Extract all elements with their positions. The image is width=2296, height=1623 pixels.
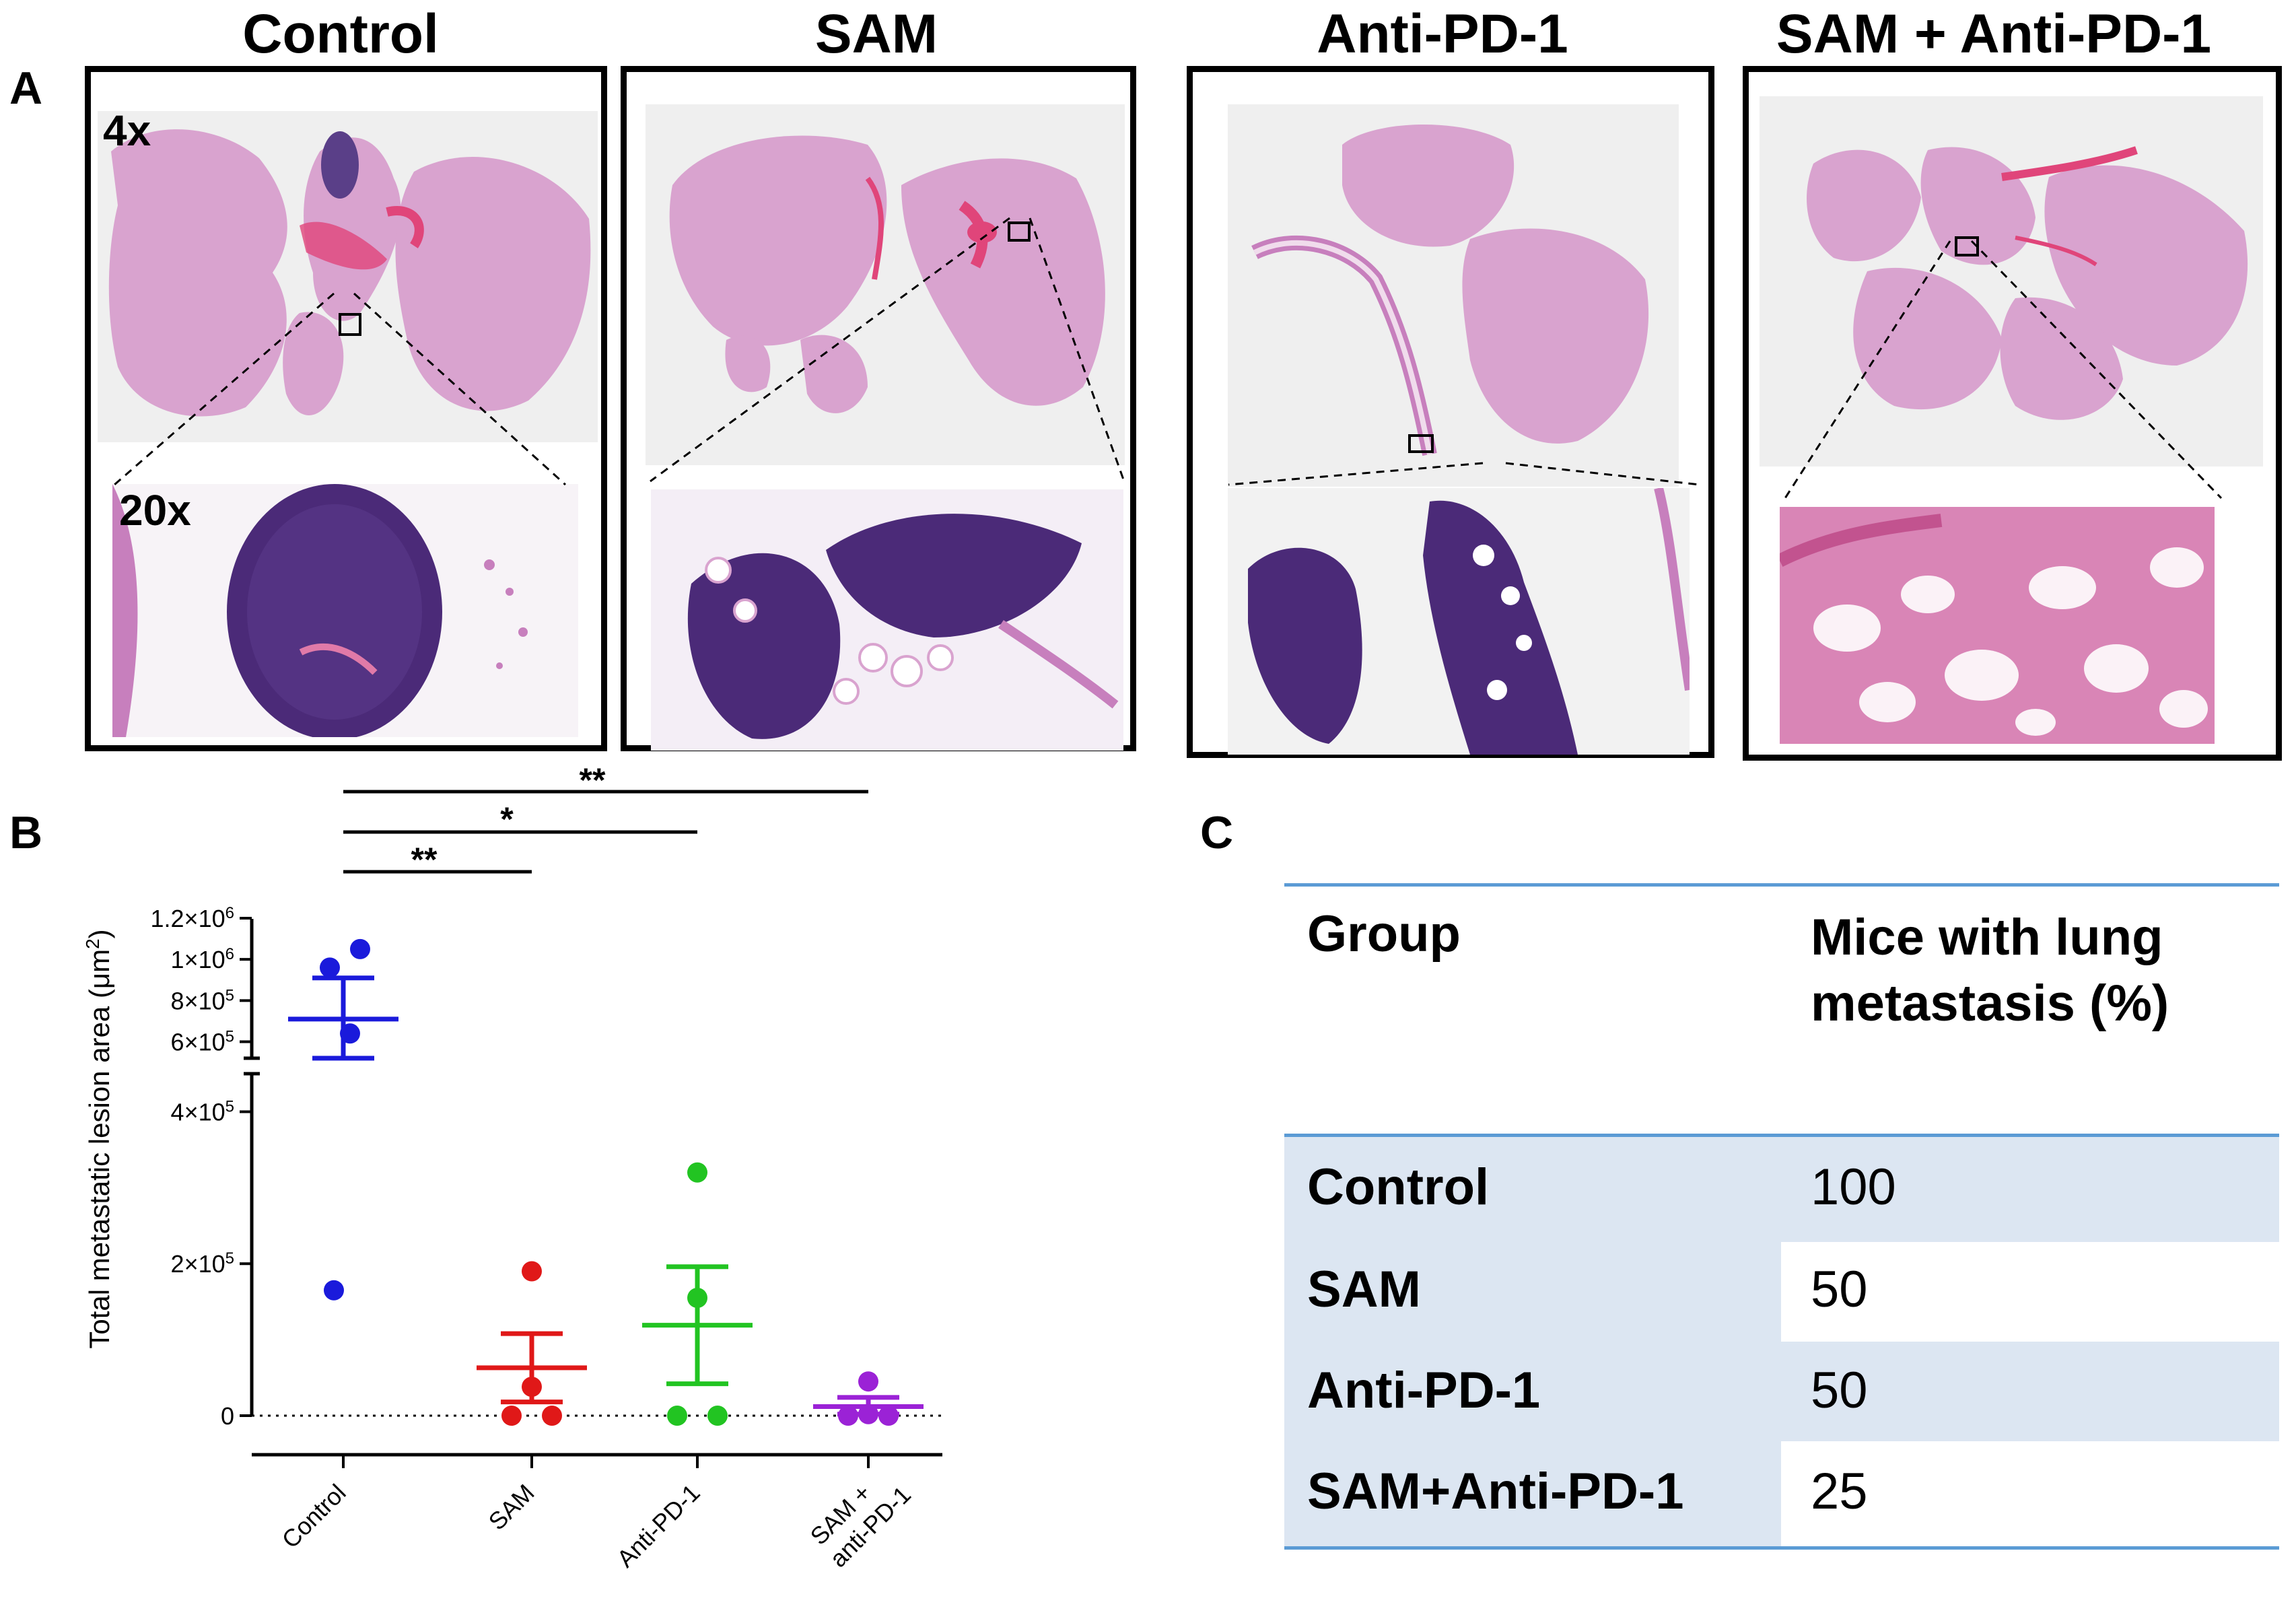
data-point-sam bbox=[522, 1261, 542, 1282]
significance-label: ** bbox=[580, 767, 606, 799]
y-tick-label: 1×106 bbox=[171, 945, 234, 974]
x-tick-label: SAM bbox=[483, 1479, 540, 1535]
group-title-anti-pd1: Anti-PD-1 bbox=[1317, 3, 1568, 65]
table-header-metastasis-line2: metastasis (%) bbox=[1811, 975, 2169, 1032]
histology-frame-sam bbox=[621, 66, 1136, 751]
histology-4x-sam bbox=[646, 104, 1125, 465]
y-tick-label: 6×105 bbox=[171, 1027, 234, 1056]
table-cell-group: Anti-PD-1 bbox=[1307, 1362, 1541, 1419]
table-header-group: Group bbox=[1307, 905, 1461, 963]
data-point-sam-anti-pd-1 bbox=[858, 1371, 878, 1392]
histology-20x-sam bbox=[651, 489, 1123, 751]
y-axis-title: Total metastatic lesion area (μm2) bbox=[82, 929, 116, 1348]
data-point-anti-pd-1 bbox=[667, 1406, 687, 1426]
x-tick-label: SAM +anti-PD-1 bbox=[803, 1459, 916, 1573]
group-title-sam: SAM bbox=[814, 3, 938, 65]
x-tick-label: Anti-PD-1 bbox=[611, 1479, 705, 1573]
magnification-4x-label: 4x bbox=[103, 106, 151, 155]
table-cell-group: SAM+Anti-PD-1 bbox=[1307, 1463, 1684, 1520]
data-point-control bbox=[324, 1280, 344, 1301]
histology-frame-anti-pd1 bbox=[1187, 66, 1714, 758]
histology-frame-control: 4x 20x bbox=[85, 66, 607, 751]
magnification-20x-label: 20x bbox=[119, 486, 191, 534]
table-bottom-rule bbox=[1284, 1546, 2279, 1550]
panel-a-label: A bbox=[9, 63, 43, 114]
chart-b: 0 2×105 4×105 6×105 8×105 1×106 1.2×106 Control… bbox=[82, 767, 942, 1573]
zoom-connectors bbox=[114, 217, 2223, 499]
histology-20x-anti-pd1 bbox=[1228, 488, 1690, 755]
table-row-bg bbox=[1284, 1242, 1781, 1342]
table-cell-group: SAM bbox=[1307, 1261, 1421, 1318]
table-cell-value: 50 bbox=[1811, 1261, 1868, 1318]
table-cell-value: 50 bbox=[1811, 1362, 1868, 1419]
panel-c-label: C bbox=[1200, 807, 1234, 858]
histology-4x-anti-pd1 bbox=[1228, 104, 1679, 487]
table-row-bg bbox=[1284, 1441, 1781, 1546]
y-tick-label: 1.2×106 bbox=[151, 904, 234, 933]
y-tick-label: 4×105 bbox=[171, 1097, 234, 1126]
table-row-bg bbox=[1284, 1342, 2279, 1441]
table-cell-group: Control bbox=[1307, 1159, 1490, 1216]
table-header-metastasis-line1: Mice with lung bbox=[1811, 909, 2163, 966]
y-tick-label: 8×105 bbox=[171, 986, 234, 1015]
histology-20x-sam-anti-pd1 bbox=[1780, 507, 2215, 744]
table-header-metastasis: Mice with lung metastasis (%) bbox=[1811, 905, 2169, 1037]
table-cell-value: 100 bbox=[1811, 1159, 1896, 1216]
data-point-anti-pd-1 bbox=[707, 1406, 728, 1426]
data-point-control bbox=[350, 938, 370, 959]
histology-4x-sam-anti-pd1 bbox=[1760, 96, 2263, 467]
data-point-control bbox=[320, 957, 340, 978]
data-point-sam bbox=[501, 1406, 522, 1426]
histology-4x-control bbox=[98, 111, 598, 442]
significance-label: ** bbox=[411, 841, 438, 878]
data-point-sam bbox=[542, 1406, 562, 1426]
group-title-control: Control bbox=[242, 3, 439, 65]
group-title-sam-anti-pd1: SAM + Anti-PD-1 bbox=[1776, 3, 2212, 65]
table-header-rule bbox=[1284, 1134, 2279, 1137]
y-tick-label: 2×105 bbox=[171, 1249, 234, 1278]
histology-frame-sam-anti-pd1 bbox=[1743, 66, 2282, 761]
panel-b-label: B bbox=[9, 807, 43, 858]
significance-label: * bbox=[500, 800, 514, 838]
table-row-bg bbox=[1284, 1137, 2279, 1242]
table-top-rule bbox=[1284, 883, 2279, 887]
data-point-anti-pd-1 bbox=[687, 1162, 707, 1183]
table-cell-value: 25 bbox=[1811, 1463, 1868, 1520]
histology-20x-control bbox=[112, 484, 578, 737]
y-tick-label: 0 bbox=[221, 1402, 234, 1430]
x-tick-label: Control bbox=[277, 1479, 351, 1554]
